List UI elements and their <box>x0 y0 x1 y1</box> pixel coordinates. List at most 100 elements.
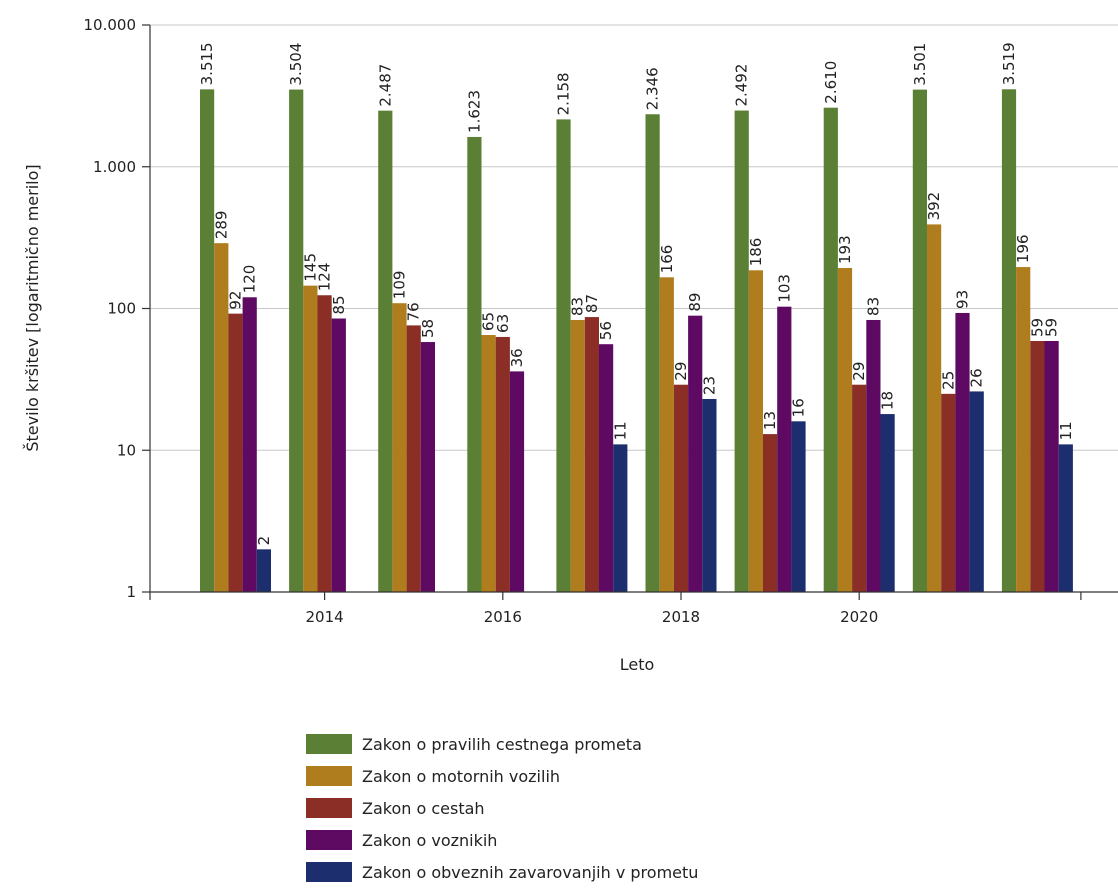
data-label: 2.492 <box>733 64 751 107</box>
bar <box>735 111 749 592</box>
x-axis-title: Leto <box>620 655 655 674</box>
legend-label: Zakon o voznikih <box>362 831 497 850</box>
chart: 3.5152899212023.504145124852.48710976581… <box>0 0 1118 720</box>
bar <box>852 385 866 592</box>
bar <box>407 325 421 592</box>
data-label: 59 <box>1043 318 1061 337</box>
bar <box>838 268 852 592</box>
data-label: 13 <box>761 411 779 430</box>
data-label: 2.610 <box>822 61 840 104</box>
data-label: 109 <box>391 271 409 300</box>
bars <box>200 89 1073 592</box>
legend-item: Zakon o pravilih cestnega prometa <box>306 728 698 760</box>
x-tick-label: 2014 <box>306 608 344 626</box>
bar <box>941 394 955 592</box>
data-label: 87 <box>583 294 601 313</box>
x-tick-label: 2018 <box>662 608 700 626</box>
legend-item: Zakon o cestah <box>306 792 698 824</box>
bar <box>482 335 496 592</box>
data-label: 58 <box>419 319 437 338</box>
bar <box>702 399 716 592</box>
bar <box>777 307 791 592</box>
bar <box>613 444 627 592</box>
data-label: 289 <box>212 211 230 240</box>
bar <box>571 320 585 592</box>
data-label: 29 <box>850 362 868 381</box>
bar <box>421 342 435 592</box>
y-tick-label: 100 <box>107 300 136 318</box>
data-label: 29 <box>672 362 690 381</box>
bar <box>599 344 613 592</box>
bar <box>927 224 941 592</box>
bar <box>378 111 392 592</box>
bar <box>749 270 763 592</box>
y-tick-label: 10 <box>117 441 136 459</box>
bar <box>881 414 895 592</box>
bar <box>763 434 777 592</box>
data-label: 93 <box>954 290 972 309</box>
legend-swatch <box>306 766 352 786</box>
y-tick-label: 1 <box>126 583 136 601</box>
y-tick-label: 1.000 <box>93 158 136 176</box>
data-label: 186 <box>747 238 765 267</box>
data-label: 56 <box>597 321 615 340</box>
bar <box>1030 341 1044 592</box>
legend-label: Zakon o pravilih cestnega prometa <box>362 735 642 754</box>
legend-label: Zakon o cestah <box>362 799 485 818</box>
data-label: 193 <box>836 235 854 264</box>
data-label: 3.504 <box>287 43 305 86</box>
bar <box>1016 267 1030 592</box>
bar <box>1059 444 1073 592</box>
data-label: 11 <box>611 421 629 440</box>
legend-swatch <box>306 734 352 754</box>
bar <box>257 549 271 592</box>
data-label: 392 <box>925 192 943 221</box>
data-label: 2.346 <box>644 67 662 110</box>
x-tick-label: 2020 <box>840 608 878 626</box>
data-label: 63 <box>494 314 512 333</box>
data-label: 25 <box>939 371 957 390</box>
data-label: 23 <box>700 376 718 395</box>
data-label: 2.487 <box>376 64 394 107</box>
data-label: 103 <box>775 274 793 303</box>
legend-label: Zakon o motornih vozilih <box>362 767 560 786</box>
bar <box>556 119 570 592</box>
bar <box>1045 341 1059 592</box>
legend-swatch <box>306 862 352 882</box>
data-label: 120 <box>241 265 259 294</box>
legend-swatch <box>306 830 352 850</box>
bar <box>955 313 969 592</box>
bar <box>585 317 599 592</box>
bar <box>824 108 838 592</box>
data-label: 89 <box>686 293 704 312</box>
data-label: 26 <box>968 368 986 387</box>
data-label: 196 <box>1014 234 1032 263</box>
legend-item: Zakon o voznikih <box>306 824 698 856</box>
bar <box>970 391 984 592</box>
data-label: 3.515 <box>198 42 216 85</box>
data-label: 2 <box>255 536 273 546</box>
y-tick-label: 10.000 <box>84 16 137 34</box>
legend-swatch <box>306 798 352 818</box>
bar <box>467 137 481 592</box>
data-label: 11 <box>1057 421 1075 440</box>
legend: Zakon o pravilih cestnega prometa Zakon o… <box>306 728 698 888</box>
bar <box>496 337 510 592</box>
bar <box>510 371 524 592</box>
data-label: 3.519 <box>1000 42 1018 85</box>
bar <box>674 385 688 592</box>
data-label: 36 <box>508 348 526 367</box>
bar <box>866 320 880 592</box>
bar <box>289 90 303 592</box>
bar <box>646 114 660 592</box>
data-label: 18 <box>879 391 897 410</box>
legend-label: Zakon o obveznih zavarovanjih v prometu <box>362 863 698 882</box>
bar <box>200 89 214 592</box>
bar <box>243 297 257 592</box>
bar <box>660 277 674 592</box>
bar <box>688 316 702 592</box>
bar <box>228 314 242 592</box>
bar <box>392 303 406 592</box>
legend-item: Zakon o motornih vozilih <box>306 760 698 792</box>
bar <box>318 295 332 592</box>
